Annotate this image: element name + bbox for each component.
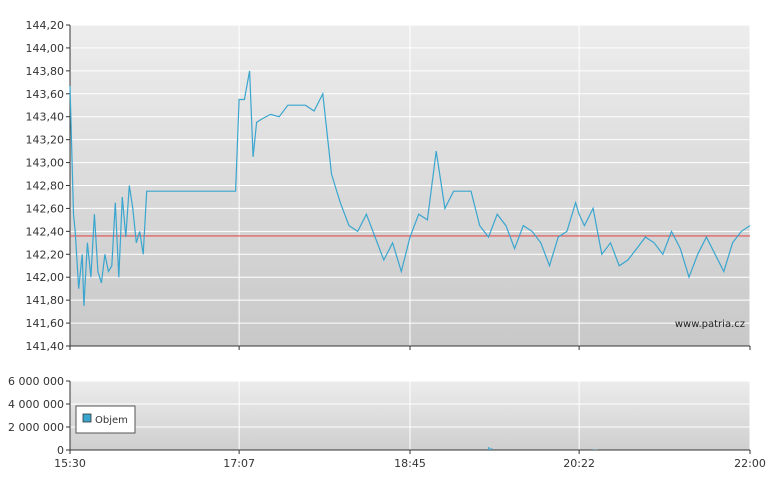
volume-bar — [488, 447, 489, 450]
volume-bar — [594, 449, 596, 450]
price-y-tick-label: 143,40 — [26, 111, 65, 124]
price-y-tick-label: 142,60 — [26, 202, 65, 215]
price-series-line — [69, 70, 751, 306]
volume-y-tick-label: 4 000 000 — [8, 398, 64, 411]
x-tick-label: 18:45 — [394, 457, 426, 470]
price-y-tick-label: 141,40 — [26, 340, 65, 353]
price-y-tick-label: 143,80 — [26, 65, 65, 78]
volume-y-axis: 6 000 000 4 000 000 2 000 000 0 — [8, 375, 71, 457]
x-tick-label: 22:00 — [734, 457, 766, 470]
price-y-tick-label: 143,00 — [26, 157, 65, 170]
volume-x-axis: 15:30 17:07 18:45 20:22 22:00 — [54, 450, 766, 470]
price-y-tick-label: 142,00 — [26, 271, 65, 284]
price-y-tick-label: 144,20 — [26, 19, 65, 32]
price-y-tick-label: 143,20 — [26, 134, 65, 147]
volume-legend: Objem — [75, 405, 136, 434]
price-y-tick-label: 142,40 — [26, 225, 65, 238]
legend-swatch — [82, 413, 92, 423]
volume-y-tick-label: 0 — [57, 444, 64, 457]
volume-bar — [592, 449, 594, 450]
x-tick-label: 17:07 — [223, 457, 255, 470]
volume-bar — [489, 447, 491, 450]
price-y-tick-label: 142,20 — [26, 248, 65, 261]
volume-bar — [491, 448, 493, 450]
price-y-tick-label: 141,60 — [26, 317, 65, 330]
watermark: www.patria.cz — [675, 319, 745, 330]
price-y-tick-label: 142,80 — [26, 180, 65, 193]
volume-y-tick-label: 6 000 000 — [8, 375, 64, 388]
volume-bars — [488, 447, 598, 450]
legend-label-objem: Objem — [95, 415, 128, 426]
volume-y-tick-label: 2 000 000 — [8, 421, 64, 434]
x-tick-label: 15:30 — [54, 457, 86, 470]
x-tick-label: 20:22 — [563, 457, 595, 470]
price-y-tick-label: 141,80 — [26, 294, 65, 307]
volume-bar — [596, 449, 598, 450]
price-x-tickmarks — [69, 346, 751, 350]
price-y-tick-label: 143,60 — [26, 88, 65, 101]
price-y-tick-label: 144,00 — [26, 42, 65, 55]
price-y-axis: 144,20 144,00 143,80 143,60 143,40 143,20 143,… — [26, 19, 71, 353]
